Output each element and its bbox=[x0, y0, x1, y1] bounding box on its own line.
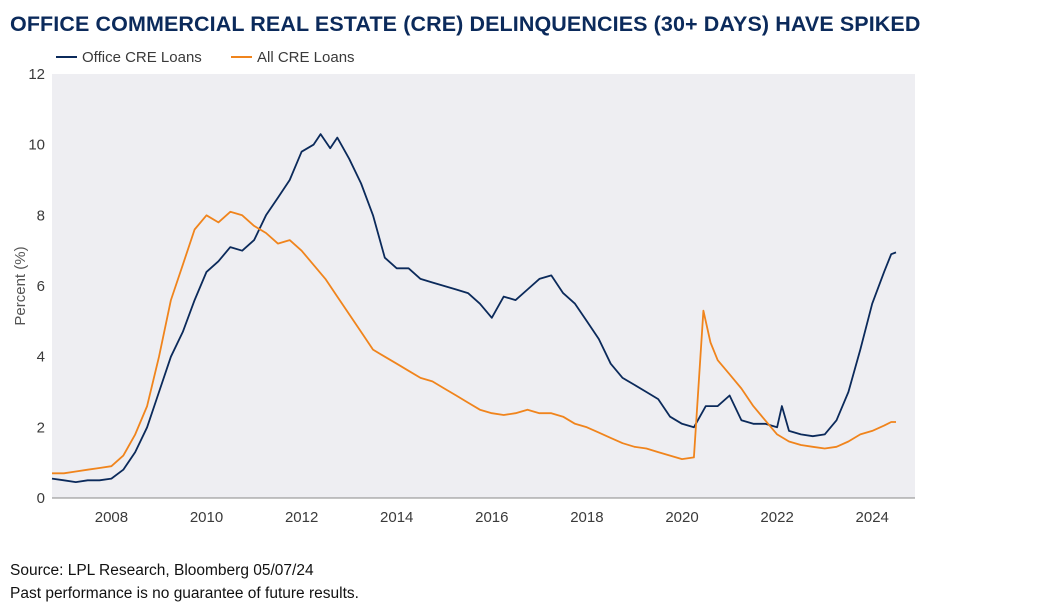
y-tick-label: 12 bbox=[28, 66, 45, 83]
y-tick-label: 8 bbox=[37, 207, 45, 224]
legend-label-office: Office CRE Loans bbox=[82, 49, 202, 66]
legend: Office CRE Loans All CRE Loans bbox=[56, 49, 355, 66]
y-axis-label: Percent (%) bbox=[12, 246, 29, 325]
x-tick-label: 2018 bbox=[570, 509, 603, 526]
x-tick-label: 2020 bbox=[665, 509, 698, 526]
x-tick-label: 2012 bbox=[285, 509, 318, 526]
y-tick-label: 0 bbox=[37, 490, 45, 507]
y-tick-label: 6 bbox=[37, 278, 45, 295]
x-tick-label: 2008 bbox=[95, 509, 128, 526]
x-tick-label: 2010 bbox=[190, 509, 223, 526]
series-lines bbox=[51, 133, 897, 484]
x-tick-label: 2024 bbox=[856, 509, 889, 526]
x-tick-label: 2016 bbox=[475, 509, 508, 526]
plot-area bbox=[52, 74, 915, 498]
x-tick-label: 2022 bbox=[760, 509, 793, 526]
x-axis-ticks: 2008 2010 2012 2014 2016 2018 2020 2022 2024 bbox=[95, 509, 889, 526]
y-tick-label: 2 bbox=[37, 419, 45, 436]
y-tick-label: 10 bbox=[28, 137, 45, 154]
disclaimer-note: Past performance is no guarantee of futu… bbox=[10, 585, 359, 602]
y-tick-label: 4 bbox=[37, 349, 45, 366]
series-line-all-cre bbox=[52, 210, 896, 475]
y-axis-ticks: 0 2 4 6 8 10 12 bbox=[28, 66, 45, 507]
source-note: Source: LPL Research, Bloomberg 05/07/24 bbox=[10, 562, 314, 579]
series-line-office-cre bbox=[51, 133, 897, 484]
legend-label-all: All CRE Loans bbox=[257, 49, 355, 66]
x-tick-label: 2014 bbox=[380, 509, 413, 526]
chart-title: OFFICE COMMERCIAL REAL ESTATE (CRE) DELI… bbox=[10, 12, 921, 36]
